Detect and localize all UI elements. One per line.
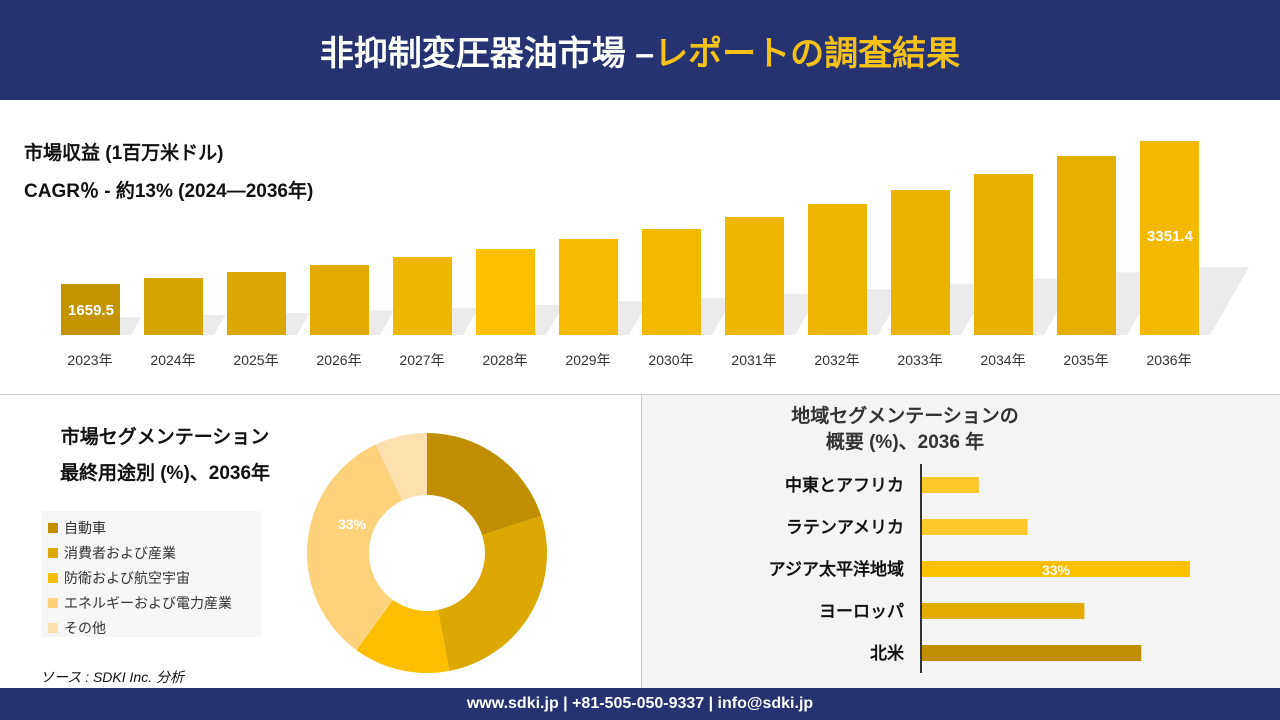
- segment-title-line1: 市場セグメンテーション: [60, 427, 270, 448]
- title-accent: レポートの調査結果: [654, 34, 961, 73]
- legend-item: 消費者および産業: [48, 540, 261, 565]
- bar-2029年: [559, 238, 618, 335]
- bar-2034年: [974, 173, 1033, 335]
- donut-slice-2: [356, 599, 450, 673]
- source-note: ソース : SDKI Inc. 分析: [40, 669, 184, 685]
- bar-2024年: [144, 278, 203, 335]
- title-main: 非抑制変圧器油市場 –: [319, 34, 655, 73]
- legend-label: 消費者および産業: [64, 544, 176, 561]
- legend-swatch: [48, 547, 58, 558]
- region-label: ヨーロッパ: [819, 602, 904, 621]
- bar-2036年: [1140, 140, 1199, 335]
- bar-2023年: [61, 283, 120, 335]
- donut-slice-3: [307, 444, 403, 651]
- x-tick-label: 2024年: [150, 352, 195, 368]
- region-title-line2: 概要 (%)、2036 年: [825, 432, 985, 453]
- donut-data-label: 33%: [338, 516, 367, 532]
- legend-swatch: [48, 572, 58, 583]
- legend-swatch: [48, 522, 58, 533]
- legend-swatch: [48, 622, 58, 633]
- bar-2030年: [642, 228, 701, 335]
- x-tick-label: 2033年: [897, 352, 942, 368]
- region-panel: [641, 395, 1280, 688]
- x-tick-label: 2026年: [316, 352, 361, 368]
- x-tick-label: 2036年: [1146, 352, 1191, 368]
- x-tick-label: 2025年: [233, 352, 278, 368]
- region-bar-2: [922, 561, 1190, 577]
- bar-2025年: [227, 272, 286, 335]
- legend-label: 自動車: [64, 519, 106, 536]
- bar-2033年: [891, 190, 950, 335]
- revenue-title: 市場収益 (1百万米ドル): [24, 143, 224, 164]
- legend-swatch: [48, 597, 58, 608]
- region-label: アジア太平洋地域: [769, 559, 904, 579]
- end-use-donut-chart: 33%: [307, 433, 547, 673]
- x-tick-label: 2029年: [565, 352, 610, 368]
- bar-2026年: [310, 265, 369, 335]
- bar-2031年: [725, 216, 784, 335]
- cagr-text: CAGR％ - 約13% (2024―2036年): [24, 181, 314, 202]
- x-tick-label: 2031年: [731, 352, 776, 368]
- donut-legend: 自動車消費者および産業 防衛および航空宇宙エネルギーおよび電力産業 その他: [42, 511, 261, 637]
- segment-title: 市場セグメンテーション 最終用途別 (%)、2036年: [30, 420, 300, 492]
- x-tick-label: 2027年: [399, 352, 444, 368]
- legend-label: その他: [64, 619, 106, 636]
- bar-2027年: [393, 256, 452, 335]
- bar-2032年: [808, 203, 867, 335]
- donut-slice-4: [375, 433, 427, 501]
- legend-label: エネルギーおよび電力産業: [64, 594, 232, 611]
- region-bar-4: [922, 645, 1142, 661]
- donut-slice-0: [427, 433, 542, 536]
- legend-item: 自動車: [48, 515, 261, 540]
- x-tick-label: 2032年: [814, 352, 859, 368]
- legend-item: その他: [48, 615, 261, 640]
- divider: [0, 394, 1280, 395]
- x-tick-label: 2035年: [1063, 352, 1108, 368]
- region-label: ラテンアメリカ: [786, 518, 904, 537]
- data-label: 1659.5: [68, 302, 114, 319]
- footer-contact: www.sdki.jp | +81-505-050-9337 | info@sd…: [0, 688, 1280, 720]
- revenue-bar-chart: 2023年 1659.5 2024年 2025年 2026年 2027年 2028年 2029…: [61, 140, 1250, 368]
- x-tick-label: 2034年: [980, 352, 1025, 368]
- segment-title-line2: 最終用途別 (%)、2036年: [59, 463, 271, 484]
- legend-label: 防衛および航空宇宙: [64, 569, 190, 586]
- bar-2028年: [476, 249, 535, 335]
- region-bar-0: [922, 477, 979, 493]
- region-title-line1: 地域セグメンテーションの: [791, 406, 1019, 427]
- region-data-label: 33%: [1042, 562, 1071, 578]
- x-tick-label: 2030年: [648, 352, 693, 368]
- legend-item: エネルギーおよび電力産業: [48, 590, 261, 615]
- region-label: 北米: [870, 643, 905, 663]
- x-tick-label: 2028年: [482, 352, 527, 368]
- region-title: 地域セグメンテーションの 概要 (%)、2036 年: [790, 404, 1020, 456]
- donut-slice-1: [437, 515, 547, 671]
- x-tick-label: 2023年: [67, 352, 112, 368]
- legend-item: 防衛および航空宇宙: [48, 565, 261, 590]
- region-bar-1: [922, 519, 1028, 535]
- header-banner: 非抑制変圧器油市場 – レポートの調査結果: [0, 0, 1280, 100]
- region-label: 中東とアフリカ: [785, 475, 904, 495]
- data-label: 3351.4: [1147, 228, 1194, 245]
- bar-2035年: [1057, 155, 1116, 335]
- region-bar-3: [922, 603, 1085, 619]
